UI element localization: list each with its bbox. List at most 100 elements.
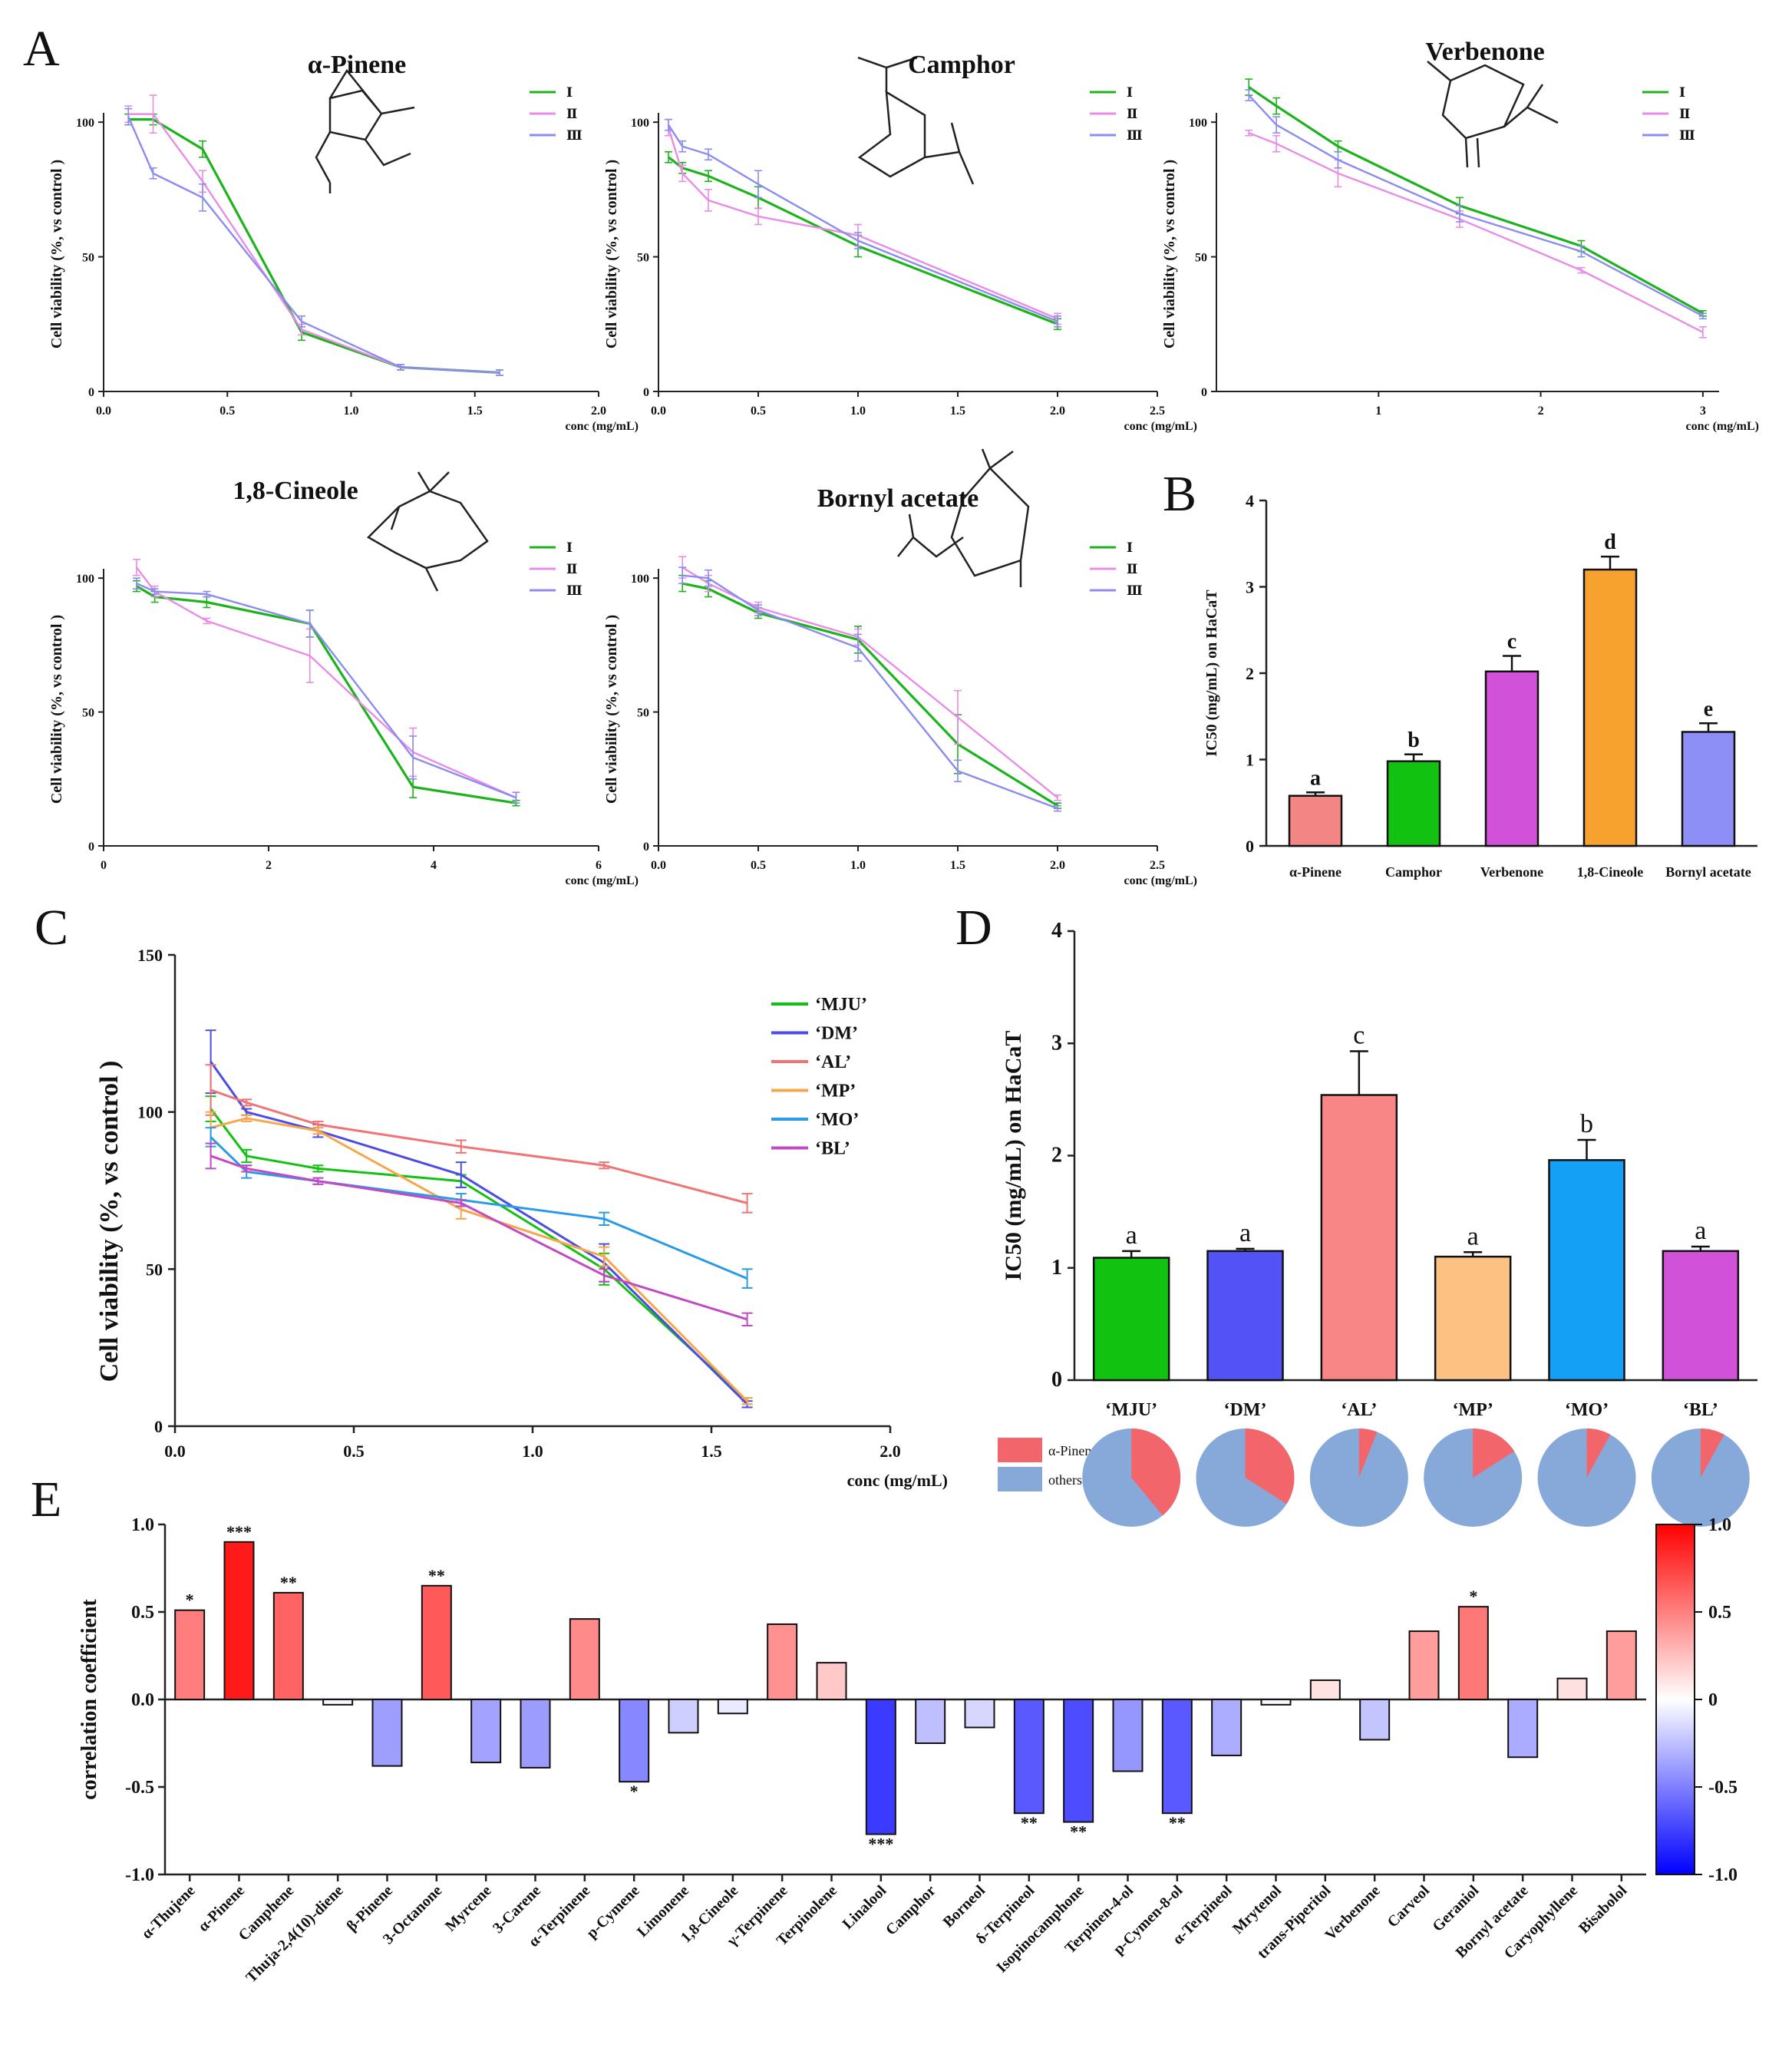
pie-slice-alpha-pinene (1358, 1428, 1378, 1478)
y-tick-label: 50 (146, 1260, 163, 1279)
bar (1063, 1699, 1094, 1823)
x-tick-label: 0.5 (343, 1442, 365, 1461)
legend-label: Ⅱ (566, 107, 577, 121)
chart-E: -1.0 -0.5 0.0 0.5 1.0 correlation coefficient… (78, 1515, 1738, 1986)
y-tick-label: 0 (643, 841, 649, 854)
bar (619, 1699, 650, 1783)
series-line (210, 1108, 748, 1402)
chart-verbenone: 0 50 100 1 2 3 conc (mg/mL) Cell viability (%, … (1161, 38, 1759, 433)
legend-label: ‘MJU’ (815, 995, 867, 1015)
bar (1206, 1250, 1284, 1382)
y-tick-label: 0.0 (131, 1690, 154, 1710)
y-tick-label: 50 (1195, 252, 1207, 265)
x-tick-label: 0.0 (164, 1442, 186, 1461)
y-tick-label: 0.5 (131, 1603, 154, 1623)
significance-marker: *** (868, 1835, 893, 1854)
x-tick-label: 2 (266, 859, 272, 872)
significance-letter: a (1239, 1219, 1251, 1247)
panel-label-b: B (1163, 466, 1196, 522)
legend-label: Ⅲ (1679, 128, 1695, 143)
category-label: α-Thujene (138, 1882, 199, 1943)
series-2 (665, 118, 1061, 325)
x-tick-label: 1.0 (522, 1442, 543, 1461)
category-label: 1,8-Cineole (1577, 864, 1643, 880)
series-1 (205, 1095, 753, 1405)
pie-slice-alpha-pinene (1245, 1428, 1295, 1504)
series-line (127, 116, 500, 374)
y-axis-label: Cell viability (%, vs control ) (603, 615, 620, 804)
legend-label: Ⅰ (566, 540, 573, 555)
y-tick-label: 100 (137, 1103, 163, 1122)
y-tick-label: 0 (154, 1417, 163, 1436)
pie-slice-alpha-pinene (1700, 1428, 1724, 1478)
bar (569, 1618, 600, 1701)
x-tick-label: 2.0 (591, 405, 606, 418)
y-axis-label: Cell viability (%, vs control ) (95, 1061, 124, 1382)
chart-cineole: 0 50 100 0 2 4 6 conc (mg/mL) Cell viability (%,… (48, 477, 639, 887)
chemical-structures (315, 56, 1559, 592)
y-axis-label: IC50 (mg/mL) on HaCaT (1203, 590, 1220, 757)
bar (371, 1699, 403, 1767)
series-line (210, 1117, 748, 1402)
x-axis-label: conc (mg/mL) (565, 874, 639, 887)
pie-chart (1651, 1428, 1750, 1527)
category-label: p-Cymene (583, 1882, 643, 1942)
bar (1606, 1630, 1637, 1701)
bar (668, 1699, 699, 1734)
x-tick-label: 2.5 (1150, 859, 1165, 872)
chart-title: α-Pinene (308, 51, 407, 79)
y-tick-label: 100 (631, 573, 649, 586)
x-tick-label: 0.0 (96, 405, 111, 418)
legend-label: ‘MP’ (815, 1082, 856, 1102)
chart-bornyl: 0 50 100 0.0 0.5 1.0 1.5 2.0 2.5 conc (mg/mL) Cell… (603, 484, 1197, 887)
bar (1408, 1630, 1440, 1701)
chart-pinene: 0 50 100 0.0 0.5 1.0 1.5 2.0 conc (mg/mL) Cell vi… (48, 51, 639, 433)
chart-camphor: 0 50 100 0.0 0.5 1.0 1.5 2.0 2.5 conc (mg/mL) Cell… (603, 51, 1197, 433)
x-tick-label: 2.0 (879, 1442, 901, 1461)
series-6 (205, 1142, 753, 1327)
category-label: α-Pinene (1289, 864, 1342, 880)
legend-label: Ⅰ (1679, 85, 1685, 100)
significance-marker: ** (1021, 1813, 1038, 1832)
bar (1359, 1699, 1391, 1741)
legend-label: Ⅲ (1127, 583, 1143, 598)
series-3 (133, 577, 520, 804)
y-tick-label: 100 (631, 117, 649, 130)
pie-chart (1309, 1428, 1408, 1527)
x-tick-label: 1.5 (950, 405, 965, 418)
y-tick-label: 1.0 (131, 1515, 154, 1535)
y-axis-label: Cell viability (%, vs control ) (1161, 160, 1178, 348)
x-tick-label: 2.0 (1050, 859, 1065, 872)
pie-chart (1082, 1428, 1181, 1527)
y-tick-label: 0 (88, 841, 94, 854)
bar (1092, 1257, 1170, 1382)
bar (1484, 670, 1540, 847)
panel-label-e: E (31, 1471, 61, 1528)
legend-label: α-Pinene (1048, 1443, 1097, 1458)
bar (272, 1591, 304, 1700)
pie-chart (1537, 1428, 1636, 1527)
bar (1662, 1250, 1740, 1382)
chart-B: 0 1 2 3 4 IC50 (mg/mL) on HaCaT a α-Pinene b Camp… (1203, 491, 1757, 880)
bar (1161, 1699, 1193, 1815)
series-1 (133, 580, 520, 807)
significance-letter: c (1507, 630, 1516, 654)
y-tick-label: 0 (1201, 386, 1207, 399)
x-tick-label: 2.0 (1050, 405, 1065, 418)
y-axis-label: IC50 (mg/mL) on HaCaT (1001, 1031, 1026, 1281)
series-line (681, 566, 1058, 799)
bar (1582, 568, 1638, 847)
legend-swatch (998, 1467, 1042, 1491)
bar (1013, 1699, 1045, 1815)
bar (1434, 1255, 1512, 1382)
panel-label-d: D (955, 900, 992, 956)
series-line (681, 582, 1058, 808)
colorbar-label: -0.5 (1708, 1778, 1738, 1798)
colorbar-label: 1.0 (1708, 1515, 1731, 1535)
series-line (210, 1061, 748, 1405)
x-tick-label: 0.0 (651, 405, 666, 418)
bar (915, 1699, 946, 1744)
y-tick-label: 100 (76, 573, 94, 586)
legend-label: ‘DM’ (815, 1024, 858, 1044)
category-label: Isopinocamphone (993, 1882, 1087, 1977)
